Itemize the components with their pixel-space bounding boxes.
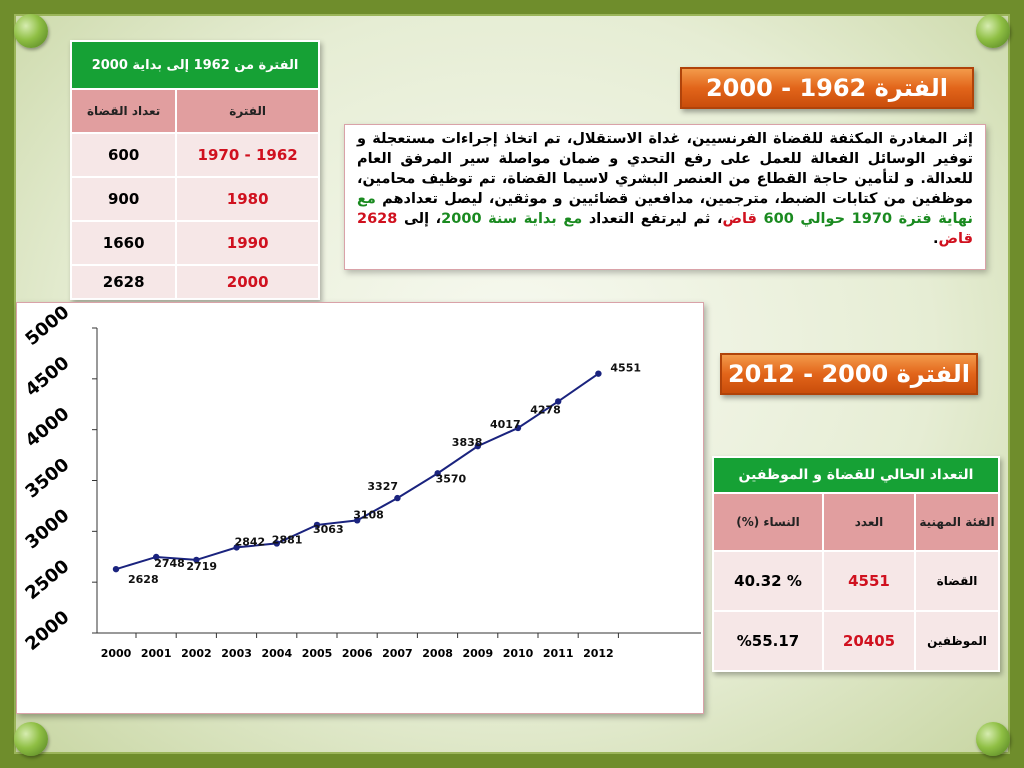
x-tick-label: 2001 bbox=[141, 647, 172, 660]
paragraph-space bbox=[845, 211, 852, 227]
table-row: القضاة 4551 % 40.32 bbox=[712, 550, 1000, 612]
data-label: 2628 bbox=[128, 573, 159, 586]
paragraph-highlight-2628: 2628 قاض bbox=[357, 211, 973, 247]
data-point bbox=[595, 370, 602, 377]
data-point bbox=[273, 540, 280, 547]
x-tick-label: 2009 bbox=[462, 647, 493, 660]
x-tick-label: 2007 bbox=[382, 647, 413, 660]
data-label: 4017 bbox=[490, 418, 521, 431]
paragraph-text: . bbox=[933, 231, 939, 247]
period-1962-2000-banner: الفترة 1962 - 2000 bbox=[680, 67, 974, 109]
x-tick-label: 2010 bbox=[503, 647, 534, 660]
x-tick-label: 2006 bbox=[342, 647, 373, 660]
table1-count-cell: 900 bbox=[69, 176, 178, 222]
data-point bbox=[354, 517, 361, 524]
y-tick-label: 3000 bbox=[22, 505, 74, 553]
current-staff-table: التعداد الحالي للقضاة و الموظفين الفئة ا… bbox=[712, 456, 1000, 672]
table1-period-cell: 1980 bbox=[175, 176, 320, 222]
x-tick-label: 2005 bbox=[302, 647, 333, 660]
x-tick-label: 2008 bbox=[422, 647, 453, 660]
y-tick-label: 2500 bbox=[22, 556, 74, 604]
y-tick-label: 4500 bbox=[22, 352, 74, 400]
x-tick-label: 2012 bbox=[583, 647, 614, 660]
table1-period-cell: 1990 bbox=[175, 220, 320, 266]
data-label: 3327 bbox=[367, 480, 398, 493]
corner-ornament-bottom-right bbox=[976, 722, 1010, 756]
table-row: 1990 1660 bbox=[69, 220, 320, 266]
judges-1962-2000-table: الفترة من 1962 إلى بداية 2000 الفترة تعد… bbox=[69, 40, 320, 300]
paragraph-highlight-600: حوالي 600 bbox=[763, 211, 846, 227]
x-tick-label: 2000 bbox=[101, 647, 132, 660]
table2-header-category: الفئة المهنية bbox=[914, 492, 1000, 552]
table-row: 2000 2628 bbox=[69, 264, 320, 300]
period-2000-2012-banner: الفترة 2000 - 2012 bbox=[720, 353, 978, 395]
table-row: الموظفين 20405 %55.17 bbox=[712, 610, 1000, 672]
y-tick-label: 4000 bbox=[22, 403, 74, 451]
judges-growth-chart: 2000 2500 3000 3500 4000 4500 5000 2000 2001 2002… bbox=[16, 302, 704, 714]
corner-ornament-top-left bbox=[14, 14, 48, 48]
data-point bbox=[313, 521, 321, 529]
paragraph-highlight-2000: مع بداية سنة 2000 bbox=[441, 211, 583, 227]
paragraph-highlight-judge: قاض bbox=[722, 211, 757, 227]
data-point bbox=[514, 424, 522, 432]
series-line bbox=[115, 372, 599, 571]
paragraph-text: ، ثم ليرتفع التعداد bbox=[582, 211, 723, 227]
data-point bbox=[193, 556, 200, 564]
x-tick-label: 2003 bbox=[221, 647, 252, 660]
paragraph-text: إثر المغادرة المكثفة للقضاة الفرنسيين، غ… bbox=[357, 131, 973, 207]
data-point bbox=[434, 470, 441, 477]
data-label: 4278 bbox=[530, 403, 561, 416]
corner-ornament-top-right bbox=[976, 14, 1010, 48]
table1-period-cell: 2000 bbox=[175, 264, 320, 300]
data-label: 3108 bbox=[353, 508, 384, 521]
table1-count-cell: 2628 bbox=[69, 264, 178, 300]
y-tick-label: 3500 bbox=[22, 454, 74, 502]
table1-count-cell: 600 bbox=[69, 132, 178, 178]
table2-header-women: النساء (%) bbox=[712, 492, 824, 552]
table1-title: الفترة من 1962 إلى بداية 2000 bbox=[70, 40, 320, 90]
data-label: 3838 bbox=[452, 436, 483, 449]
data-label: 4551 bbox=[610, 362, 641, 375]
table1-header-period: الفترة bbox=[175, 88, 320, 134]
paragraph-highlight-1970: مع نهاية فترة 1970 bbox=[357, 191, 973, 227]
data-point bbox=[112, 565, 120, 573]
table2-count-cell: 20405 bbox=[822, 610, 916, 672]
x-tick-label: 2002 bbox=[181, 647, 212, 660]
table1-period-cell: 1962 - 1970 bbox=[175, 132, 320, 178]
x-tick-label: 2011 bbox=[543, 647, 574, 660]
data-label: 2719 bbox=[186, 560, 217, 573]
table-row: 1962 - 1970 600 bbox=[69, 132, 320, 178]
data-label: 3570 bbox=[436, 472, 467, 485]
data-point bbox=[474, 442, 481, 450]
table1-count-cell: 1660 bbox=[69, 220, 178, 266]
table-row: 1980 900 bbox=[69, 176, 320, 222]
table2-title: التعداد الحالي للقضاة و الموظفين bbox=[712, 456, 1000, 494]
paragraph-text: ، إلى bbox=[397, 211, 442, 227]
data-point bbox=[394, 494, 401, 502]
table2-header-count: العدد bbox=[822, 492, 916, 552]
corner-ornament-bottom-left bbox=[14, 722, 48, 756]
history-paragraph: إثر المغادرة المكثفة للقضاة الفرنسيين، غ… bbox=[344, 124, 986, 270]
table2-count-cell: 4551 bbox=[822, 550, 916, 612]
data-label: 2881 bbox=[272, 533, 303, 546]
y-tick-label: 2000 bbox=[22, 607, 74, 655]
table2-category-cell: الموظفين bbox=[914, 610, 1000, 672]
data-label: 2748 bbox=[154, 557, 185, 570]
table2-women-cell: %55.17 bbox=[712, 610, 824, 672]
data-label: 3063 bbox=[313, 523, 344, 536]
table1-header-judges: تعداد القضاة bbox=[69, 88, 178, 134]
paragraph-space bbox=[757, 211, 764, 227]
data-point bbox=[233, 544, 240, 551]
data-point bbox=[555, 398, 562, 405]
data-label: 2842 bbox=[235, 535, 266, 548]
table2-women-cell: % 40.32 bbox=[712, 550, 824, 612]
x-tick-label: 2004 bbox=[261, 647, 292, 660]
data-point bbox=[153, 553, 160, 561]
y-tick-label: 5000 bbox=[22, 303, 74, 350]
table2-category-cell: القضاة bbox=[914, 550, 1000, 612]
